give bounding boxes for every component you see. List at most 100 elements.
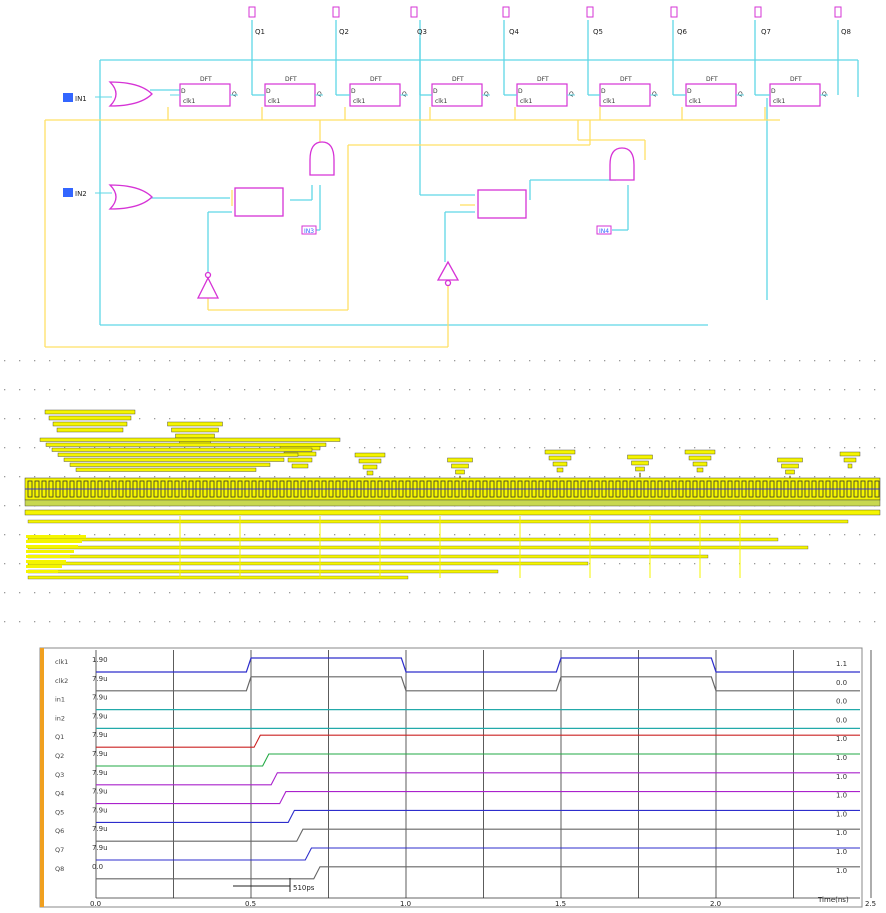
dft-name: DFT xyxy=(537,76,549,83)
svg-text:Q2: Q2 xyxy=(339,28,349,36)
dft-pin-d: D xyxy=(433,88,438,95)
right-value: 1.0 xyxy=(836,773,847,781)
signal-name: clk1 xyxy=(55,658,68,666)
dft-name: DFT xyxy=(706,76,718,83)
layout-svg xyxy=(4,360,881,623)
or-gate-2 xyxy=(108,184,153,210)
x-tick: 1.0 xyxy=(400,900,411,908)
waveform-frame xyxy=(39,647,863,908)
right-value: 1.0 xyxy=(836,754,847,762)
svg-text:IN2: IN2 xyxy=(75,190,87,198)
dft-pin-clk: clk1 xyxy=(435,98,447,105)
inverters xyxy=(196,260,460,299)
cyan-wires xyxy=(99,38,859,326)
dft-pin-clk: clk1 xyxy=(520,98,532,105)
reset-label-in3: IN3 xyxy=(301,225,317,235)
trace xyxy=(96,753,860,767)
right-value: 1.0 xyxy=(836,735,847,743)
output-probes: Q1 Q2 Q3 Q4 Q5 Q6 Q7 Q8 xyxy=(248,6,851,36)
dft-pin-d: D xyxy=(181,88,186,95)
dft-pin-d: D xyxy=(771,88,776,95)
right-value: 0.0 xyxy=(836,698,847,706)
signal-name: Q6 xyxy=(55,827,64,835)
schematic-diagram: Q1 Q2 Q3 Q4 Q5 Q6 Q7 Q8 IN1 IN2 IN3 IN4 xyxy=(0,0,886,350)
signal-name: Q7 xyxy=(55,846,64,854)
dft-name: DFT xyxy=(790,76,802,83)
dft-block-6: DFTDclk1Q xyxy=(590,76,658,107)
x-tick: 0.5 xyxy=(245,900,256,908)
probe-q6: Q6 xyxy=(670,6,688,36)
input-pin-in2: IN2 xyxy=(63,188,112,198)
level-label: 7.9u xyxy=(92,712,108,720)
trace xyxy=(96,828,860,842)
trace xyxy=(96,772,860,786)
input-pin-in1: IN1 xyxy=(63,93,112,103)
svg-text:Q6: Q6 xyxy=(677,28,688,36)
level-label: 0.0 xyxy=(92,863,103,871)
right-value: 1.0 xyxy=(836,848,847,856)
right-value: 1.1 xyxy=(836,660,847,668)
dft-name: DFT xyxy=(370,76,382,83)
signal-name: Q8 xyxy=(55,865,64,873)
signal-name: Q3 xyxy=(55,771,64,779)
right-values: 1.1 0.0 0.0 0.0 1.0 1.0 1.0 1.0 1.0 1.0 1.0 1.0 xyxy=(836,660,847,875)
svg-text:IN4: IN4 xyxy=(599,228,609,235)
signal-name: Q1 xyxy=(55,733,64,741)
right-value: 1.0 xyxy=(836,810,847,818)
dft-block-8: DFTDclk1Q xyxy=(760,76,828,107)
dft-pin-clk: clk1 xyxy=(603,98,615,105)
x-axis-unit: Time(ns) xyxy=(817,896,849,904)
svg-text:IN3: IN3 xyxy=(304,228,314,235)
yellow-wires xyxy=(44,107,780,348)
svg-text:Q3: Q3 xyxy=(417,28,427,36)
marker-label: 510ps xyxy=(293,884,315,892)
dft-name: DFT xyxy=(620,76,632,83)
and-gates xyxy=(309,141,635,181)
x-tick: 2.0 xyxy=(710,900,721,908)
dft-blocks: DFTDclk1QDFTDclk1QDFTDclk1QDFTDclk1QDFTD… xyxy=(170,76,828,107)
toggle-ff-1 xyxy=(234,187,284,217)
waveform-viewer: clk1 clk2 in1 in2 Q1 Q2 Q3 Q4 Q5 Q6 Q7 Q8 1.90 7.9u 7… xyxy=(0,640,886,909)
trace xyxy=(96,866,860,880)
trace xyxy=(96,809,860,823)
dft-pin-d: D xyxy=(687,88,692,95)
x-axis-ticks: 0.00.51.01.52.02.53.03.54.04.5 xyxy=(90,900,876,908)
x-tick: 2.5 xyxy=(865,900,876,908)
level-label: 7.9u xyxy=(92,806,108,814)
level-label: 7.9u xyxy=(92,750,108,758)
x-tick: 1.5 xyxy=(555,900,566,908)
or-gates xyxy=(108,81,153,210)
dft-pin-clk: clk1 xyxy=(353,98,365,105)
inverter-2 xyxy=(436,260,460,281)
trace xyxy=(96,676,860,692)
right-value: 1.0 xyxy=(836,867,847,875)
signal-name: in2 xyxy=(55,714,65,722)
level-labels: 1.90 7.9u 7.9u 7.9u 7.9u 7.9u 7.9u 7.9u 7.9u 7.9u… xyxy=(92,656,108,871)
svg-text:Q1: Q1 xyxy=(255,28,265,36)
probe-q7: Q7 xyxy=(754,6,771,36)
toggle-ff-2 xyxy=(477,189,527,219)
and-gate-1 xyxy=(309,141,335,176)
trace xyxy=(96,657,860,673)
level-label: 7.9u xyxy=(92,731,108,739)
right-value: 1.0 xyxy=(836,792,847,800)
dft-pin-d: D xyxy=(601,88,606,95)
dft-pin-d: D xyxy=(351,88,356,95)
level-label: 7.9u xyxy=(92,769,108,777)
inverter-1 xyxy=(196,276,220,299)
probe-q8: Q8 xyxy=(834,6,851,36)
svg-text:Q8: Q8 xyxy=(841,28,851,36)
probe-q1: Q1 xyxy=(248,6,265,36)
dft-pin-d: D xyxy=(518,88,523,95)
trace xyxy=(96,734,860,748)
level-label: 1.90 xyxy=(92,656,108,664)
svg-text:Q7: Q7 xyxy=(761,28,771,36)
dft-pin-clk: clk1 xyxy=(268,98,280,105)
probe-q4: Q4 xyxy=(502,6,520,36)
layout-geometry xyxy=(24,409,881,580)
dft-block-2: DFTDclk1Q xyxy=(255,76,323,107)
svg-text:Q4: Q4 xyxy=(509,28,520,36)
level-label: 7.9u xyxy=(92,844,108,852)
dft-pin-d: D xyxy=(266,88,271,95)
dft-block-5: DFTDclk1Q xyxy=(507,76,575,107)
